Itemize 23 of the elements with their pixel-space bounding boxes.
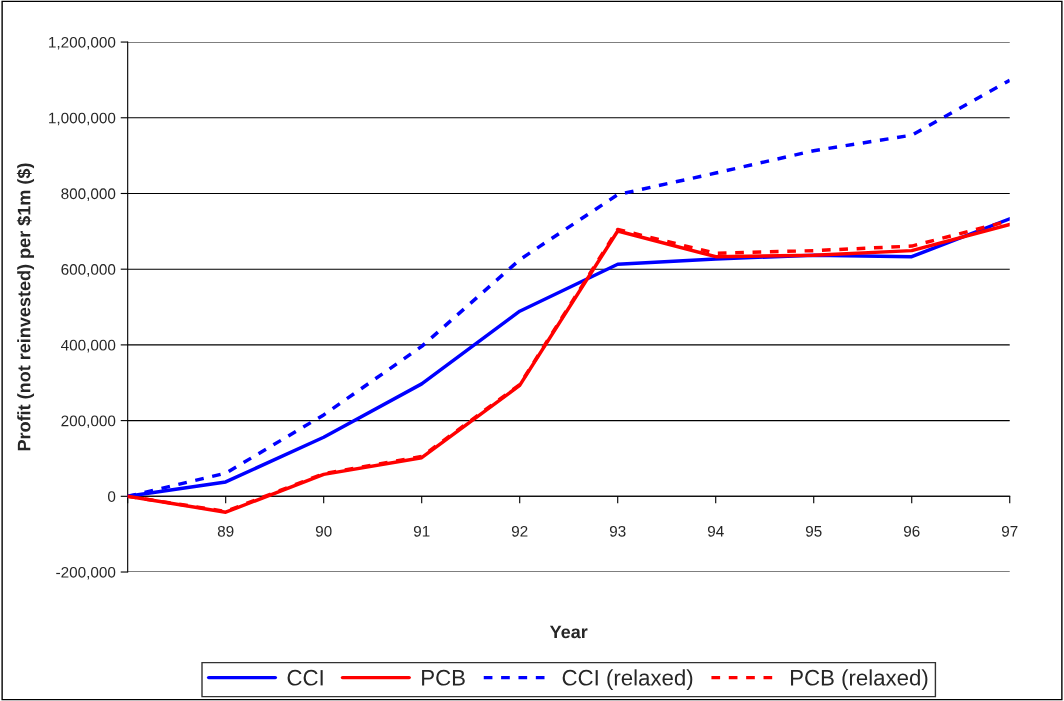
legend-label: CCI (287, 669, 323, 686)
y-tick-label: 1,200,000 (49, 36, 116, 50)
x-tick-label: 95 (805, 525, 822, 537)
y-tick-label: 200,000 (61, 415, 116, 429)
x-tick-label: 93 (609, 525, 626, 537)
legend-label: PCB (422, 669, 465, 686)
x-tick-label: 97 (1001, 525, 1018, 537)
x-tick-label: 92 (511, 525, 528, 537)
y-axis-title: Profit (not reinvested) per $1m ($) (16, 163, 35, 451)
y-tick-label: -200,000 (56, 566, 116, 580)
y-tick-label: 800,000 (61, 188, 116, 201)
y-tick-label: 1,000,000 (49, 112, 116, 126)
legend-label: CCI (relaxed) (562, 669, 693, 690)
y-tick-label: 600,000 (61, 264, 116, 277)
x-tick-label: 94 (707, 525, 724, 537)
x-axis-title: Year (549, 625, 588, 639)
y-tick-label: 400,000 (61, 339, 116, 353)
x-tick-label: 89 (217, 525, 234, 537)
legend-label: PCB (relaxed) (791, 669, 928, 690)
x-tick-label: 90 (315, 525, 332, 537)
y-tick-label: 0 (107, 491, 116, 502)
x-tick-label: 91 (413, 525, 430, 537)
x-tick-label: 96 (903, 525, 920, 537)
